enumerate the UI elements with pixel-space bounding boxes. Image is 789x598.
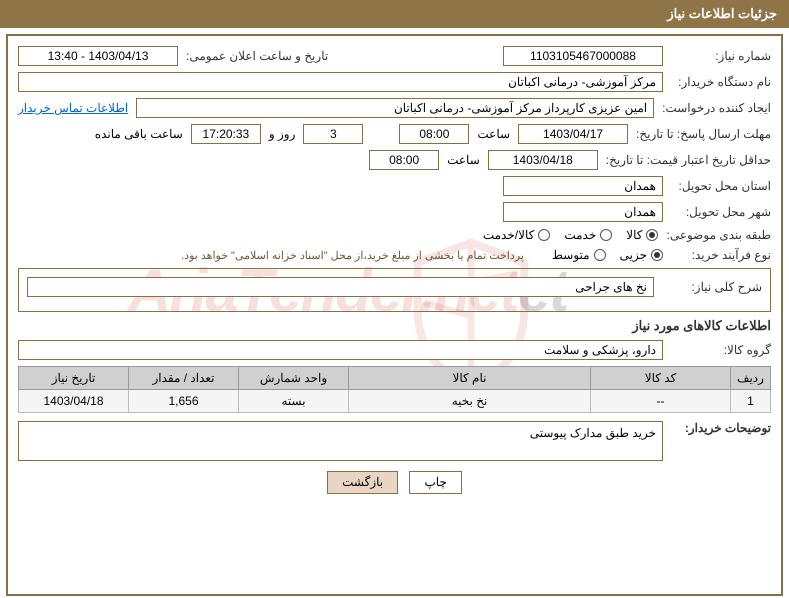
- goods-group-value: دارو، پزشکی و سلامت: [18, 340, 663, 360]
- table-row: 1 -- نخ بخیه بسته 1,656 1403/04/18: [19, 390, 771, 413]
- cell-name: نخ بخیه: [349, 390, 591, 413]
- category-radios: کالا خدمت کالا/خدمت: [483, 228, 659, 242]
- buyer-org-label: نام دستگاه خریدار:: [671, 75, 771, 89]
- items-table: ردیف کد کالا نام کالا واحد شمارش تعداد /…: [18, 366, 771, 413]
- row-buyer-org: نام دستگاه خریدار: مرکز آموزشی- درمانی ا…: [18, 72, 771, 92]
- col-name: نام کالا: [349, 367, 591, 390]
- row-reply-deadline: مهلت ارسال پاسخ: تا تاریخ: 1403/04/17 سا…: [18, 124, 771, 144]
- purchase-type-label: نوع فرآیند خرید:: [671, 248, 771, 262]
- radio-goods-service[interactable]: کالا/خدمت: [483, 228, 550, 242]
- price-validity-time: 08:00: [369, 150, 439, 170]
- time-word-1: ساعت: [477, 127, 510, 141]
- radio-service[interactable]: خدمت: [564, 228, 612, 242]
- row-requester: ایجاد کننده درخواست: امین عزیزی کارپرداز…: [18, 98, 771, 118]
- cell-qty: 1,656: [129, 390, 239, 413]
- days-and-word: روز و: [269, 127, 296, 141]
- delivery-province-label: استان محل تحویل:: [671, 179, 771, 193]
- row-purchase-type: نوع فرآیند خرید: جزیی متوسط پرداخت تمام …: [18, 248, 771, 262]
- back-button[interactable]: بازگشت: [327, 471, 398, 494]
- radio-small-circle: [651, 249, 663, 261]
- buyer-org-value: مرکز آموزشی- درمانی اکباتان: [18, 72, 663, 92]
- announce-datetime-label: تاریخ و ساعت اعلان عمومی:: [186, 49, 328, 63]
- radio-medium[interactable]: متوسط: [552, 248, 606, 262]
- items-section-title: اطلاعات کالاهای مورد نیاز: [18, 318, 771, 334]
- need-number-label: شماره نیاز:: [671, 49, 771, 63]
- row-delivery-city: شهر محل تحویل: همدان: [18, 202, 771, 222]
- goods-group-label: گروه کالا:: [671, 343, 771, 357]
- main-frame: AriaTender.netet شماره نیاز: 11031054670…: [6, 34, 783, 596]
- requester-value: امین عزیزی کارپرداز مرکز آموزشی- درمانی …: [136, 98, 654, 118]
- print-button[interactable]: چاپ: [409, 471, 461, 494]
- buttons-row: چاپ بازگشت: [18, 471, 771, 494]
- cell-unit: بسته: [239, 390, 349, 413]
- radio-service-label: خدمت: [564, 228, 596, 242]
- items-table-header-row: ردیف کد کالا نام کالا واحد شمارش تعداد /…: [19, 367, 771, 390]
- general-desc-value: نخ های جراحی: [27, 277, 654, 297]
- radio-small[interactable]: جزیی: [620, 248, 663, 262]
- buyer-notes-label: توضیحات خریدار:: [671, 421, 771, 435]
- row-delivery-province: استان محل تحویل: همدان: [18, 176, 771, 196]
- radio-goods-service-circle: [538, 229, 550, 241]
- row-goods-group: گروه کالا: دارو، پزشکی و سلامت: [18, 340, 771, 360]
- delivery-province-value: همدان: [503, 176, 663, 196]
- cell-row: 1: [731, 390, 771, 413]
- col-qty: تعداد / مقدار: [129, 367, 239, 390]
- radio-service-circle: [600, 229, 612, 241]
- radio-medium-circle: [594, 249, 606, 261]
- radio-small-label: جزیی: [620, 248, 647, 262]
- reply-deadline-date: 1403/04/17: [518, 124, 628, 144]
- row-need-number: شماره نیاز: 1103105467000088 تاریخ و ساع…: [18, 46, 771, 66]
- radio-goods-label: کالا: [626, 228, 642, 242]
- cell-code: --: [591, 390, 731, 413]
- header-title: جزئیات اطلاعات نیاز: [667, 6, 777, 21]
- delivery-city-label: شهر محل تحویل:: [671, 205, 771, 219]
- payment-note: پرداخت تمام یا بخشی از مبلغ خرید،از محل …: [181, 249, 524, 262]
- price-validity-label: حداقل تاریخ اعتبار قیمت: تا تاریخ:: [606, 153, 771, 167]
- general-desc-frame: شرح کلی نیاز: نخ های جراحی: [18, 268, 771, 312]
- row-general-desc: شرح کلی نیاز: نخ های جراحی: [27, 277, 762, 297]
- row-buyer-notes: توضیحات خریدار: خرید طبق مدارک پیوستی: [18, 421, 771, 461]
- announce-datetime-value: 1403/04/13 - 13:40: [18, 46, 178, 66]
- items-table-wrap: ردیف کد کالا نام کالا واحد شمارش تعداد /…: [18, 366, 771, 413]
- radio-goods-circle: [646, 229, 658, 241]
- cell-date: 1403/04/18: [19, 390, 129, 413]
- col-code: کد کالا: [591, 367, 731, 390]
- col-date: تاریخ نیاز: [19, 367, 129, 390]
- time-word-2: ساعت: [447, 153, 480, 167]
- delivery-city-value: همدان: [503, 202, 663, 222]
- col-row: ردیف: [731, 367, 771, 390]
- row-category: طبقه بندی موضوعی: کالا خدمت کالا/خدمت: [18, 228, 771, 242]
- radio-goods[interactable]: کالا: [626, 228, 658, 242]
- radio-medium-label: متوسط: [552, 248, 590, 262]
- col-unit: واحد شمارش: [239, 367, 349, 390]
- need-number-value: 1103105467000088: [503, 46, 663, 66]
- remaining-time: 17:20:33: [191, 124, 261, 144]
- buyer-contact-link[interactable]: اطلاعات تماس خریدار: [18, 101, 128, 115]
- buyer-notes-value: خرید طبق مدارک پیوستی: [18, 421, 663, 461]
- reply-deadline-time: 08:00: [399, 124, 469, 144]
- radio-goods-service-label: کالا/خدمت: [483, 228, 534, 242]
- category-label: طبقه بندی موضوعی:: [666, 228, 771, 242]
- requester-label: ایجاد کننده درخواست:: [662, 101, 771, 115]
- reply-deadline-label: مهلت ارسال پاسخ: تا تاریخ:: [636, 127, 771, 141]
- remaining-label: ساعت باقی مانده: [95, 127, 183, 141]
- general-desc-label: شرح کلی نیاز:: [662, 280, 762, 294]
- page-header: جزئیات اطلاعات نیاز: [0, 0, 789, 28]
- price-validity-date: 1403/04/18: [488, 150, 598, 170]
- purchase-type-radios: جزیی متوسط: [552, 248, 663, 262]
- row-price-validity: حداقل تاریخ اعتبار قیمت: تا تاریخ: 1403/…: [18, 150, 771, 170]
- remaining-days: 3: [303, 124, 363, 144]
